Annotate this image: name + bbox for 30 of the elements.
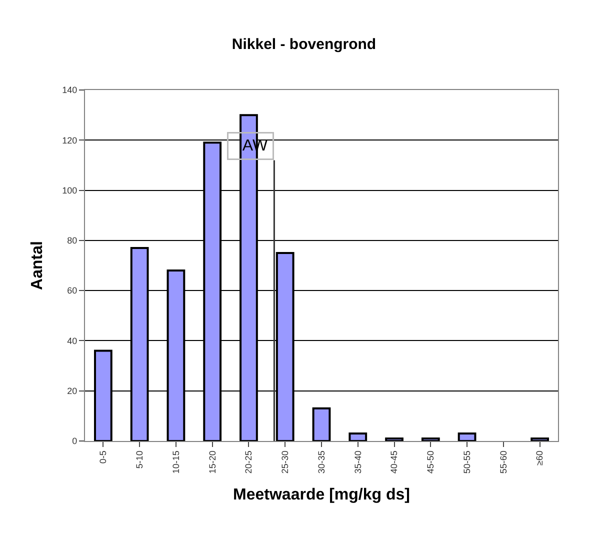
x-tick-label: 10-15: [170, 450, 181, 474]
y-tick-label: 40: [67, 336, 78, 346]
y-tick-label: 20: [67, 386, 78, 396]
y-tick-label: 0: [72, 436, 78, 446]
y-axis-title: Aantal: [29, 241, 46, 290]
x-tick-label: 40-45: [389, 450, 400, 474]
y-tick-label: 140: [62, 85, 78, 96]
x-tick-label: 20-25: [244, 450, 254, 474]
x-axis-title: Meetwaarde [mg/kg ds]: [233, 486, 410, 504]
x-tick-label: 30-35: [316, 450, 326, 474]
y-tick-label: 60: [67, 286, 78, 296]
y-tick-label: 120: [62, 135, 78, 146]
y-tick-label: 100: [62, 185, 78, 196]
x-tick-label: 50-55: [462, 450, 472, 474]
y-tick-label: 80: [67, 236, 78, 246]
x-tick-label: ≥60: [534, 450, 545, 466]
x-tick-label: 25-30: [280, 450, 290, 474]
bar: [312, 407, 331, 441]
x-tick-label: 15-20: [207, 450, 218, 474]
x-tick-label: 5-10: [134, 450, 145, 469]
chart-title: Nikkel - bovengrond: [232, 36, 376, 54]
x-tick-label: 35-40: [352, 450, 363, 474]
x-tick-label: 45-50: [426, 450, 436, 474]
bar: [421, 437, 440, 441]
bar: [385, 437, 404, 441]
x-tick-label: 0-5: [98, 450, 108, 464]
x-tick-label: 55-60: [498, 450, 508, 474]
bar: [458, 432, 476, 441]
bar: [348, 432, 368, 441]
bar: [530, 437, 549, 441]
